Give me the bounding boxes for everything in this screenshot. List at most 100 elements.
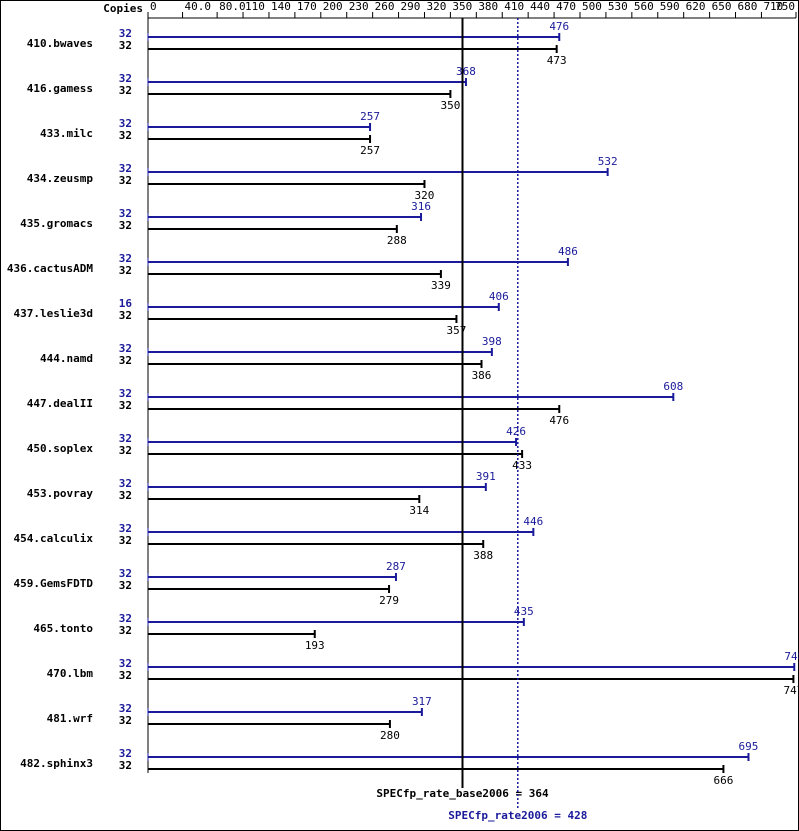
copies-label: 32 <box>119 309 132 322</box>
x-tick-label: 230 <box>349 0 369 13</box>
x-tick-label: 110 <box>245 0 265 13</box>
copies-label: 32 <box>119 72 132 85</box>
value-label: 287 <box>386 560 406 573</box>
copies-label: 32 <box>119 207 132 220</box>
copies-label: 32 <box>119 579 132 592</box>
category-label: 459.GemsFDTD <box>14 577 94 590</box>
copies-label: 32 <box>119 714 132 727</box>
reference-label: SPECfp_rate_base2006 = 364 <box>376 787 549 800</box>
value-label: 435 <box>514 605 534 618</box>
copies-label: 32 <box>119 624 132 637</box>
x-tick-label: 750 <box>775 0 795 13</box>
category-label: 434.zeusmp <box>27 172 94 185</box>
value-label: 317 <box>412 695 432 708</box>
copies-label: 32 <box>119 657 132 670</box>
copies-label: 32 <box>119 129 132 142</box>
copies-label: 32 <box>119 477 132 490</box>
value-label: 748 <box>784 650 799 663</box>
x-tick-label: 0 <box>150 0 157 13</box>
value-label: 446 <box>523 515 543 528</box>
copies-label: 32 <box>119 567 132 580</box>
x-axis-label: Copies <box>103 2 143 15</box>
copies-label: 32 <box>119 612 132 625</box>
value-label: 314 <box>409 504 429 517</box>
copies-label: 16 <box>119 297 133 310</box>
x-tick-label: 350 <box>452 0 472 13</box>
x-tick-label: 710 <box>763 0 783 13</box>
category-label: 482.sphinx3 <box>20 757 93 770</box>
x-tick-label: 200 <box>323 0 343 13</box>
category-label: 410.bwaves <box>27 37 93 50</box>
category-label: 436.cactusADM <box>7 262 93 275</box>
value-label: 433 <box>512 459 532 472</box>
copies-label: 32 <box>119 399 132 412</box>
copies-label: 32 <box>119 387 132 400</box>
x-tick-label: 260 <box>375 0 395 13</box>
x-tick-label: 380 <box>478 0 498 13</box>
value-label: 280 <box>380 729 400 742</box>
copies-label: 32 <box>119 432 132 445</box>
category-label: 447.dealII <box>27 397 93 410</box>
category-label: 444.namd <box>40 352 93 365</box>
category-label: 435.gromacs <box>20 217 93 230</box>
x-tick-label: 680 <box>738 0 758 13</box>
copies-label: 32 <box>119 252 132 265</box>
copies-label: 32 <box>119 174 132 187</box>
value-label: 257 <box>360 110 380 123</box>
copies-label: 32 <box>119 747 132 760</box>
value-label: 257 <box>360 144 380 157</box>
category-label: 450.soplex <box>27 442 94 455</box>
x-tick-label: 500 <box>582 0 602 13</box>
x-tick-label: 410 <box>504 0 524 13</box>
value-label: 695 <box>739 740 759 753</box>
value-label: 476 <box>549 414 569 427</box>
copies-label: 32 <box>119 264 132 277</box>
value-label: 279 <box>379 594 399 607</box>
copies-label: 32 <box>119 27 132 40</box>
x-tick-label: 650 <box>712 0 732 13</box>
value-label: 368 <box>456 65 476 78</box>
value-label: 747 <box>783 684 799 697</box>
x-tick-label: 290 <box>401 0 421 13</box>
value-label: 608 <box>663 380 683 393</box>
category-label: 470.lbm <box>47 667 94 680</box>
copies-label: 32 <box>119 342 132 355</box>
value-label: 473 <box>547 54 567 67</box>
value-label: 357 <box>447 324 467 337</box>
value-label: 350 <box>440 99 460 112</box>
reference-label: SPECfp_rate2006 = 428 <box>448 809 587 822</box>
copies-label: 32 <box>119 669 132 682</box>
copies-label: 32 <box>119 759 132 772</box>
copies-label: 32 <box>119 702 132 715</box>
copies-label: 32 <box>119 219 132 232</box>
category-label: 454.calculix <box>14 532 94 545</box>
value-label: 486 <box>558 245 578 258</box>
value-label: 426 <box>506 425 526 438</box>
category-label: 416.gamess <box>27 82 93 95</box>
x-tick-label: 590 <box>660 0 680 13</box>
value-label: 388 <box>473 549 493 562</box>
x-tick-label: 560 <box>634 0 654 13</box>
copies-label: 32 <box>119 39 132 52</box>
value-label: 476 <box>549 20 569 33</box>
value-label: 391 <box>476 470 496 483</box>
category-label: 453.povray <box>27 487 94 500</box>
x-tick-label: 620 <box>686 0 706 13</box>
category-label: 481.wrf <box>47 712 93 725</box>
value-label: 193 <box>305 639 325 652</box>
value-label: 666 <box>713 774 733 787</box>
copies-label: 32 <box>119 522 132 535</box>
x-tick-label: 140 <box>271 0 291 13</box>
copies-label: 32 <box>119 354 132 367</box>
copies-label: 32 <box>119 84 132 97</box>
x-tick-label: 530 <box>608 0 628 13</box>
x-tick-label: 40.0 <box>185 0 212 13</box>
value-label: 288 <box>387 234 407 247</box>
category-label: 437.leslie3d <box>14 307 93 320</box>
copies-label: 32 <box>119 444 132 457</box>
copies-label: 32 <box>119 117 132 130</box>
value-label: 398 <box>482 335 502 348</box>
category-label: 465.tonto <box>33 622 93 635</box>
x-tick-label: 170 <box>297 0 317 13</box>
